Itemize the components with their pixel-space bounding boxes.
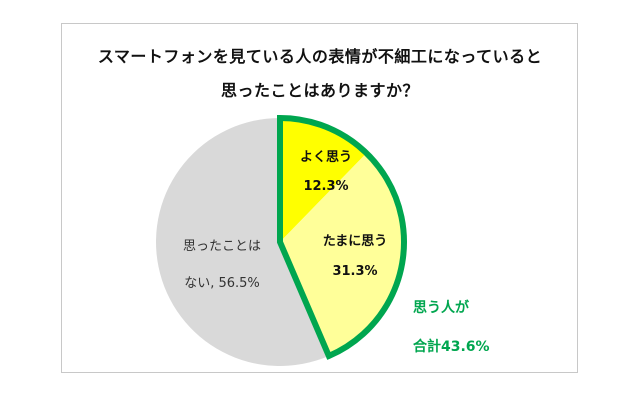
pie-slice-often: [280, 118, 367, 242]
chart-title-line-1: スマートフォンを見ている人の表情が不細工になっていると: [97, 47, 543, 66]
slice-label-sometimes: たまに思う: [323, 234, 388, 249]
chart-title-line-2: 思ったことはありますか？: [220, 81, 419, 100]
slice-label-never: 思ったことは: [183, 239, 261, 254]
slice-label-often: よく思う: [300, 150, 352, 165]
slice-value-sometimes: 31.3%: [332, 264, 377, 279]
pie-slice-never: [155, 118, 329, 367]
highlight-outline: [277, 114, 407, 360]
slice-value-often: 12.3%: [303, 179, 348, 194]
pie-slice-sometimes: [280, 153, 404, 356]
slice-value-never: ない, 56.5%: [184, 276, 260, 291]
annotation-line-2: 合計43.6%: [413, 338, 490, 355]
annotation-line-1: 思う人が: [413, 299, 470, 316]
